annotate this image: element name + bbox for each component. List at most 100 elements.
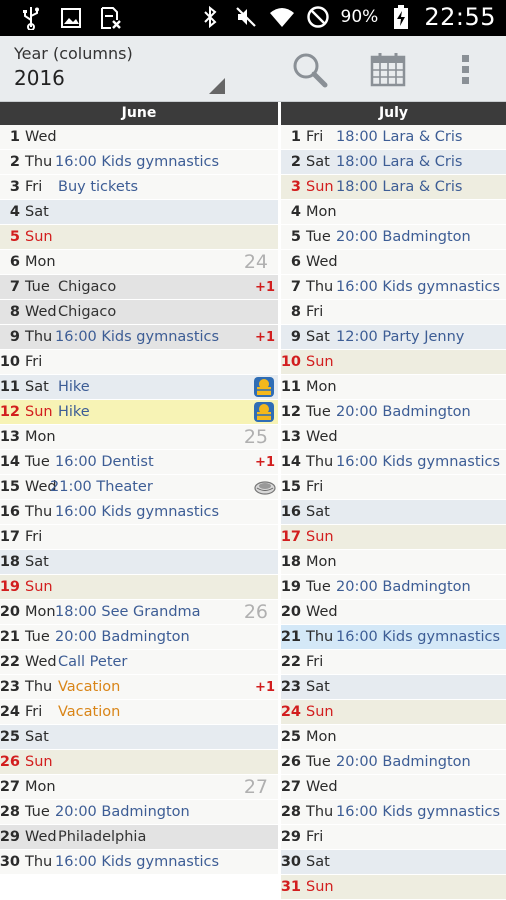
event-label[interactable]: 18:00 See Grandma [55,604,201,620]
day-row[interactable]: 10 Fri [0,350,278,375]
day-row[interactable]: 31 Sun [281,875,506,900]
event-label[interactable]: 18:00 Lara & Cris [336,154,463,170]
more-events-badge: +1 [255,680,275,695]
day-row[interactable]: 22 Fri [281,650,506,675]
event-label[interactable]: 16:00 Kids gymnastics [336,629,501,645]
day-row[interactable]: 19 Sun [0,575,278,600]
day-row[interactable]: 27 Wed [281,775,506,800]
event-label[interactable]: 20:00 Badmington [336,404,471,420]
event-label[interactable]: 16:00 Kids gymnastics [336,804,501,820]
day-row[interactable]: 11 Sat Hike [0,375,278,400]
day-row[interactable]: 6 Wed [281,250,506,275]
day-row[interactable]: 5 Tue 20:00 Badmington [281,225,506,250]
day-row[interactable]: 16 Sat [281,500,506,525]
day-row[interactable]: 21 Tue 20:00 Badmington [0,625,278,650]
event-label[interactable]: 20:00 Badmington [336,579,471,595]
event-label[interactable]: 16:00 Kids gymnastics [336,454,501,470]
event-label[interactable]: Buy tickets [58,179,139,195]
day-row[interactable]: 4 Mon [281,200,506,225]
day-row[interactable]: 16 Thu 16:00 Kids gymnastics [0,500,278,525]
event-label[interactable]: 20:00 Badmington [55,804,190,820]
day-row[interactable]: 14 Thu 16:00 Kids gymnastics [281,450,506,475]
day-row[interactable]: 30 Thu 16:00 Kids gymnastics [0,850,278,875]
day-row[interactable]: 25 Sat [0,725,278,750]
event-label[interactable]: Hike [58,404,90,420]
day-row[interactable]: 20 Mon 18:00 See Grandma 26 [0,600,278,625]
day-row[interactable]: 8 Fri [281,300,506,325]
event-label[interactable]: Chigaco [58,279,117,295]
day-row[interactable]: 5 Sun [0,225,278,250]
event-label[interactable]: 18:00 Lara & Cris [336,129,463,145]
day-row[interactable]: 29 Fri [281,825,506,850]
event-label[interactable]: Philadelphia [58,829,147,845]
day-row[interactable]: 3 Fri Buy tickets [0,175,278,200]
day-row[interactable]: 1 Fri 18:00 Lara & Cris [281,125,506,150]
event-label[interactable]: 20:00 Badmington [55,629,190,645]
event-label[interactable]: 20:00 Badmington [336,229,471,245]
day-row[interactable]: 19 Tue 20:00 Badmington [281,575,506,600]
day-row[interactable]: 30 Sat [281,850,506,875]
day-row[interactable]: 25 Mon [281,725,506,750]
day-row[interactable]: 18 Mon [281,550,506,575]
view-selector[interactable]: Year (columns) 2016 [14,44,229,100]
day-row[interactable]: 27 Mon 27 [0,775,278,800]
day-row-today[interactable]: 21 Thu 16:00 Kids gymnastics [281,625,506,650]
event-label[interactable]: 21:00 Theater [50,479,153,495]
day-row[interactable]: 24 Sun [281,700,506,725]
day-row[interactable]: 17 Sun [281,525,506,550]
day-row[interactable]: 15 Fri [281,475,506,500]
event-label[interactable]: 18:00 Lara & Cris [336,179,463,195]
day-row[interactable]: 8 Wed Chigaco [0,300,278,325]
day-row[interactable]: 3 Sun 18:00 Lara & Cris [281,175,506,200]
event-label[interactable]: 16:00 Kids gymnastics [55,154,220,170]
day-row[interactable]: 29 Wed Philadelphia [0,825,278,850]
day-row[interactable]: 2 Sat 18:00 Lara & Cris [281,150,506,175]
day-row[interactable]: 14 Tue 16:00 Dentist +1 [0,450,278,475]
event-label[interactable]: 16:00 Kids gymnastics [55,329,220,345]
day-row[interactable]: 2 Thu 16:00 Kids gymnastics [0,150,278,175]
event-label[interactable]: Chigaco [58,304,117,320]
day-row[interactable]: 9 Sat 12:00 Party Jenny [281,325,506,350]
day-row[interactable]: 7 Tue Chigaco +1 [0,275,278,300]
day-row[interactable]: 26 Sun [0,750,278,775]
day-row[interactable]: 13 Mon 25 [0,425,278,450]
day-row[interactable]: 6 Mon 24 [0,250,278,275]
event-label[interactable]: Hike [58,379,90,395]
day-row[interactable]: 4 Sat [0,200,278,225]
overflow-menu-button[interactable] [444,48,488,92]
day-row[interactable]: 12 Sun Hike [0,400,278,425]
day-row[interactable]: 26 Tue 20:00 Badmington [281,750,506,775]
day-row[interactable]: 10 Sun [281,350,506,375]
day-row[interactable]: 20 Wed [281,600,506,625]
day-row[interactable]: 1 Wed [0,125,278,150]
event-label[interactable]: Call Peter [58,654,128,670]
day-row[interactable]: 23 Thu Vacation +1 [0,675,278,700]
day-row[interactable]: 28 Thu 16:00 Kids gymnastics [281,800,506,825]
day-number: 30 [0,854,20,870]
day-row[interactable]: 7 Thu 16:00 Kids gymnastics [281,275,506,300]
event-label[interactable]: 16:00 Kids gymnastics [55,504,220,520]
day-row[interactable]: 12 Tue 20:00 Badmington [281,400,506,425]
day-row[interactable]: 23 Sat [281,675,506,700]
event-label[interactable]: 16:00 Kids gymnastics [55,854,220,870]
event-label[interactable]: Vacation [58,679,121,695]
day-row[interactable]: 17 Fri [0,525,278,550]
go-to-today-button[interactable] [366,48,410,92]
day-row[interactable]: 24 Fri Vacation [0,700,278,725]
weekday-name: Wed [25,654,57,670]
search-button[interactable] [288,48,332,92]
day-row[interactable]: 11 Mon [281,375,506,400]
day-row[interactable]: 13 Wed [281,425,506,450]
day-number: 13 [0,429,20,445]
event-label[interactable]: 16:00 Kids gymnastics [336,279,501,295]
day-row[interactable]: 15 Wed 21:00 Theater [0,475,278,500]
event-label[interactable]: 16:00 Dentist [55,454,154,470]
event-label[interactable]: 20:00 Badmington [336,754,471,770]
day-row[interactable]: 9 Thu 16:00 Kids gymnastics +1 [0,325,278,350]
event-label[interactable]: Vacation [58,704,121,720]
weekday-name: Thu [25,854,53,870]
day-row[interactable]: 28 Tue 20:00 Badmington [0,800,278,825]
day-row[interactable]: 22 Wed Call Peter [0,650,278,675]
event-label[interactable]: 12:00 Party Jenny [336,329,465,345]
day-row[interactable]: 18 Sat [0,550,278,575]
